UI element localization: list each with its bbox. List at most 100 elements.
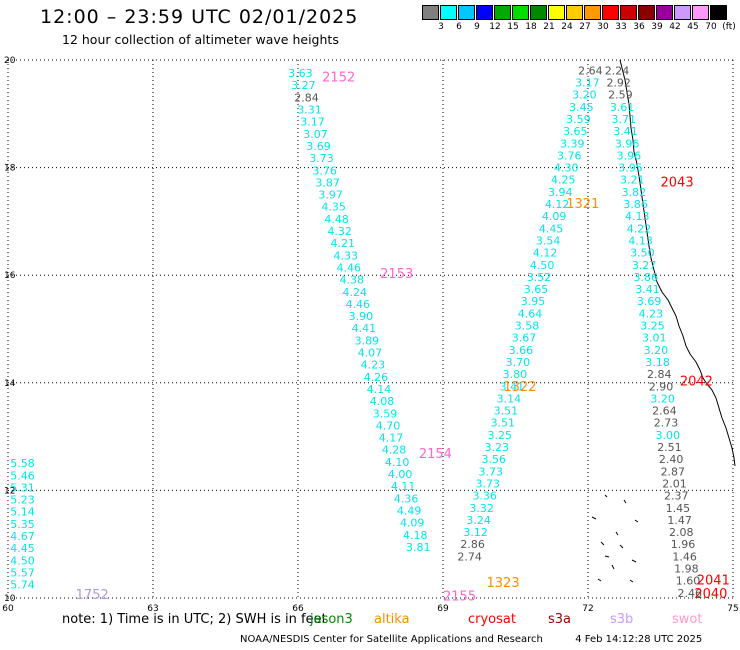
scale-swatch	[710, 5, 727, 20]
scale-swatch	[530, 5, 547, 20]
scale-swatch	[512, 5, 529, 20]
wave-height-label: 3.18	[645, 356, 670, 369]
wave-height-color-scale: 3 6 9 12 15 18 21 24 27 30 33 36 39 42 45 70 (ft)	[422, 5, 736, 35]
wave-height-label: 3.73	[475, 477, 500, 490]
wave-height-label: 4.41	[352, 322, 377, 335]
scale-label: 36	[633, 22, 645, 32]
legend-s3a: s3a	[548, 612, 572, 627]
scale-swatch	[584, 5, 601, 20]
scale-label: 30	[597, 22, 609, 32]
lakshadweep-islands	[591, 494, 639, 583]
wave-height-label: 3.67	[512, 332, 537, 345]
wave-height-label: 4.12	[545, 198, 570, 211]
wave-height-label: 2.90	[649, 380, 674, 393]
wave-height-label: 3.66	[509, 344, 534, 357]
wave-height-label: 2.64	[652, 405, 677, 418]
scale-label: 42	[669, 22, 681, 32]
wave-height-label: 3.59	[373, 407, 398, 420]
wave-height-label: 5.57	[10, 566, 35, 579]
wave-height-label: 3.39	[560, 137, 585, 150]
wave-height-label: 2.73	[654, 417, 679, 430]
wave-height-label: 3.54	[536, 234, 561, 247]
wave-height-label: 3.32	[469, 502, 494, 515]
track-2043: 2.242.922.593.613.713.413.963.963.953.21…	[605, 64, 702, 599]
wave-height-label: 4.25	[551, 174, 576, 187]
coastline-india-west	[619, 59, 736, 467]
scale-label: (ft)	[722, 22, 736, 32]
y-tick-label: 16	[4, 271, 16, 281]
wave-height-label: 3.59	[566, 113, 591, 126]
legend-jason3: jason3	[310, 612, 353, 627]
wave-height-label: 2.51	[657, 441, 682, 454]
coastline	[591, 59, 736, 583]
wave-height-label: 3.20	[644, 344, 669, 357]
wave-height-label: 2.74	[457, 550, 482, 563]
x-tick-label: 75	[727, 604, 738, 614]
wave-height-label: 3.31	[297, 104, 322, 117]
scale-swatch	[674, 5, 691, 20]
wave-height-label: 4.24	[343, 286, 368, 299]
wave-height-label: 4.17	[379, 432, 404, 445]
legend-s3b: s3b	[610, 612, 634, 627]
wave-height-label: 4.07	[358, 347, 383, 360]
wave-height-label: 3.69	[637, 295, 662, 308]
wave-height-label: 3.14	[497, 392, 522, 405]
scale-label: 6	[456, 22, 462, 32]
pass-label: 2155	[443, 590, 476, 605]
wave-height-label: 3.17	[575, 77, 600, 90]
wave-height-label: 3.80	[503, 368, 528, 381]
wave-height-label: 3.94	[548, 186, 573, 199]
wave-height-label: 3.69	[306, 140, 331, 153]
scale-swatch	[566, 5, 583, 20]
scale-label: 70	[705, 22, 717, 32]
wave-height-label: 3.00	[656, 429, 681, 442]
wave-height-label: 4.67	[10, 530, 35, 543]
wave-height-label: 3.51	[491, 417, 516, 430]
wave-height-label: 4.10	[385, 456, 410, 469]
wave-height-label: 3.01	[642, 332, 667, 345]
wave-height-tracks: 3.633.272.843.313.173.073.693.733.763.87…	[10, 64, 702, 599]
wave-height-label: 4.30	[554, 162, 579, 175]
wave-height-label: 5.14	[10, 506, 35, 519]
wave-height-label: 3.81	[406, 541, 431, 554]
track-1752: 5.585.465.315.235.145.354.674.454.505.57…	[10, 457, 35, 592]
wave-height-label: 3.86	[634, 271, 659, 284]
scale-label: 15	[507, 22, 519, 32]
wave-height-label: 3.41	[500, 380, 525, 393]
scale-swatch	[440, 5, 457, 20]
wave-height-label: 2.40	[659, 453, 684, 466]
wave-height-label: 3.36	[472, 490, 497, 503]
track-2152: 3.633.272.843.313.173.073.693.733.763.87…	[288, 67, 430, 554]
wave-height-label: 5.58	[10, 457, 35, 470]
wave-height-label: 3.76	[312, 164, 337, 177]
wave-height-label: 2.64	[578, 64, 603, 77]
wave-height-label: 4.36	[394, 492, 419, 505]
wave-height-label: 4.00	[388, 468, 413, 481]
wave-height-label: 3.65	[563, 125, 588, 138]
wave-height-label: 5.31	[10, 481, 35, 494]
wave-height-label: 4.49	[397, 504, 422, 517]
wave-height-label: 1.60	[676, 575, 701, 588]
wave-height-label: 3.21	[620, 174, 645, 187]
wave-height-label: 4.48	[324, 213, 349, 226]
x-tick-label: 72	[582, 604, 593, 614]
pass-number-labels: 2152 2153 2154 2155 1321 1322 1323 2043 2042 2041…	[76, 71, 730, 605]
wave-height-label: 4.18	[403, 529, 428, 542]
scale-swatch	[548, 5, 565, 20]
wave-height-label: 4.64	[518, 307, 543, 320]
pass-label: 2040	[694, 587, 727, 602]
wave-height-label: 3.61	[610, 101, 635, 114]
wave-height-label: 2.59	[608, 89, 633, 102]
wave-height-label: 1.98	[674, 563, 699, 576]
wave-height-label: 4.21	[330, 237, 355, 250]
wave-height-label: 3.20	[572, 89, 597, 102]
wave-height-label: 3.41	[635, 283, 660, 296]
wave-height-label: 5.74	[10, 579, 35, 592]
scale-label: 39	[651, 22, 663, 32]
wave-height-label: 4.13	[625, 210, 650, 223]
wave-height-label: 3.70	[506, 356, 531, 369]
pass-label: 2154	[419, 447, 452, 462]
y-tick-label: 12	[4, 486, 15, 496]
pass-label: 2153	[380, 267, 413, 282]
